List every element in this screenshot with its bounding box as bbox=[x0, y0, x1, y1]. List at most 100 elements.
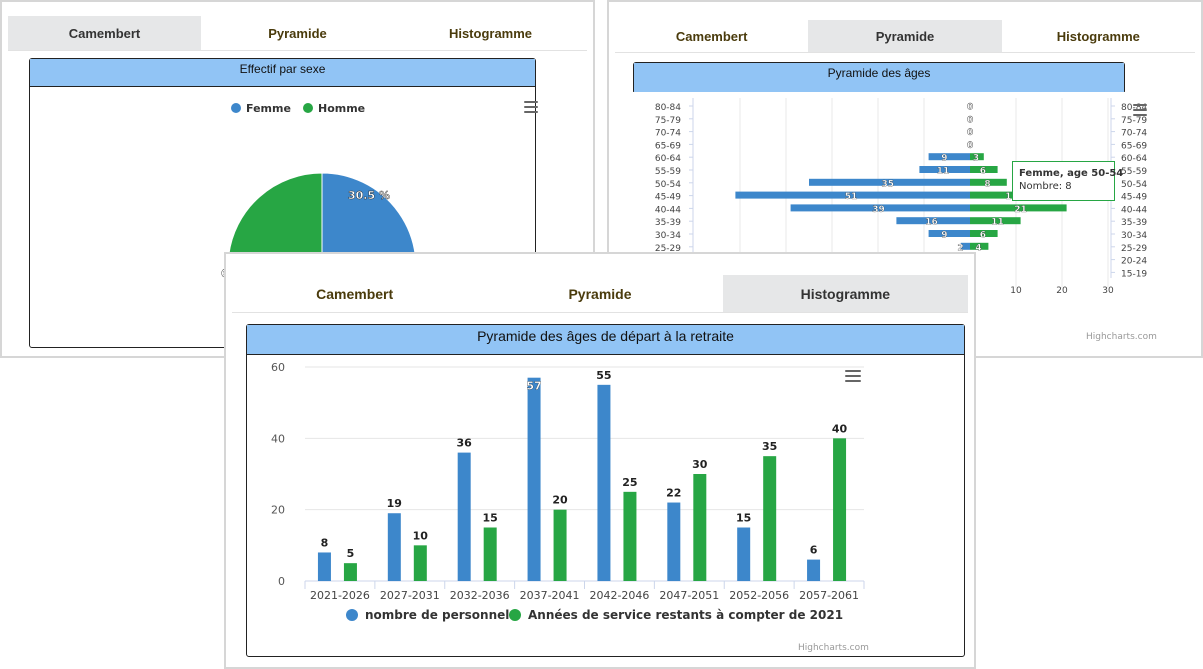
tab-camembert[interactable]: Camembert bbox=[8, 16, 201, 50]
bar-homme[interactable] bbox=[809, 178, 970, 186]
bar-nombre-personnel[interactable] bbox=[737, 527, 751, 582]
bar-homme[interactable] bbox=[896, 217, 970, 225]
x-tick-label: 2027-2031 bbox=[380, 589, 440, 602]
x-tick-label: 2021-2026 bbox=[310, 589, 370, 602]
bar-annees-service[interactable] bbox=[693, 474, 707, 581]
bar-femme[interactable] bbox=[970, 230, 998, 237]
bar-annees-service[interactable] bbox=[553, 509, 567, 581]
bar-nombre-personnel[interactable] bbox=[807, 559, 821, 581]
bar-label-homme: 39 bbox=[872, 205, 885, 215]
bar-femme[interactable] bbox=[970, 191, 1049, 199]
panel-histogramme: Camembert Pyramide Histogramme Pyramide … bbox=[224, 252, 976, 669]
panel-camembert: Camembert Pyramide Histogramme Effectif … bbox=[0, 0, 595, 358]
category-label-right: 65-69 bbox=[1121, 141, 1147, 151]
bar-homme[interactable] bbox=[735, 191, 970, 199]
bar-label-homme: 9 bbox=[941, 154, 947, 164]
bar-annees-service[interactable] bbox=[833, 438, 847, 581]
data-label: 57 bbox=[526, 380, 541, 393]
x-tick-label: 2052-2056 bbox=[729, 589, 789, 602]
bar-annees-service[interactable] bbox=[763, 456, 777, 581]
bar-label-homme: 16 bbox=[925, 218, 938, 228]
chart-menu-icon[interactable] bbox=[524, 101, 538, 113]
tab-pyramide[interactable]: Pyramide bbox=[568, 285, 632, 302]
x-tick-label: 2042-2046 bbox=[589, 589, 649, 602]
tab-histogramme[interactable]: Histogramme bbox=[722, 275, 968, 312]
bar-label-homme: 0 bbox=[967, 103, 973, 113]
bar-homme[interactable] bbox=[960, 242, 970, 250]
pyramid-chart-box: Pyramide des âges bbox=[633, 62, 1125, 94]
bar-nombre-personnel[interactable] bbox=[527, 377, 541, 581]
bar-label-homme: 0 bbox=[967, 115, 973, 125]
chart-menu-icon[interactable] bbox=[845, 370, 861, 382]
bar-femme[interactable] bbox=[970, 204, 1067, 212]
legend-item-homme[interactable]: Homme bbox=[318, 102, 365, 115]
bar-nombre-personnel[interactable] bbox=[667, 502, 681, 581]
data-label: 8 bbox=[321, 536, 329, 549]
legend-marker-femme bbox=[231, 103, 241, 113]
tab-histogramme[interactable]: Histogramme bbox=[1056, 28, 1140, 44]
bar-homme[interactable] bbox=[928, 153, 970, 161]
category-label-right: 40-44 bbox=[1121, 205, 1147, 215]
bar-femme[interactable] bbox=[970, 166, 998, 173]
category-label-right: 50-54 bbox=[1121, 180, 1147, 190]
category-label-right: 15-19 bbox=[1121, 269, 1147, 279]
bar-label-femme: 17 bbox=[1005, 192, 1018, 202]
bar-label-femme: 21 bbox=[1014, 205, 1027, 215]
data-label: 40 bbox=[832, 422, 848, 435]
legend-marker-personnel bbox=[346, 609, 358, 621]
bar-label-femme: 6 bbox=[980, 167, 986, 177]
category-label-left: 60-64 bbox=[655, 154, 681, 164]
credit: Highcharts.com bbox=[798, 643, 869, 653]
tab-camembert[interactable]: Camembert bbox=[675, 28, 748, 44]
category-label-right: 30-34 bbox=[1121, 231, 1147, 241]
bar-homme[interactable] bbox=[790, 204, 970, 212]
bar-nombre-personnel[interactable] bbox=[597, 384, 611, 581]
tab-camembert[interactable]: Camembert bbox=[316, 285, 394, 302]
legend-marker-homme bbox=[303, 103, 313, 113]
bar-annees-service[interactable] bbox=[623, 491, 637, 581]
legend-item-annees[interactable]: Années de service restants à compter de … bbox=[528, 608, 843, 622]
tooltip-value: Nombre: 8 bbox=[1019, 181, 1072, 192]
histogram-chart-box: Pyramide des âges de départ à la retrait… bbox=[246, 324, 965, 657]
bar-femme[interactable] bbox=[970, 242, 989, 250]
bar-annees-service[interactable] bbox=[483, 527, 497, 582]
tab-histogramme[interactable]: Histogramme bbox=[448, 25, 533, 41]
bar-label-homme: 11 bbox=[937, 167, 950, 177]
category-label-left: 25-29 bbox=[655, 244, 681, 254]
category-label-right: 20-24 bbox=[1121, 257, 1147, 267]
data-label: 10 bbox=[413, 529, 429, 542]
bar-label-homme: 0 bbox=[967, 128, 973, 138]
bar-nombre-personnel[interactable] bbox=[317, 552, 331, 581]
bar-homme[interactable] bbox=[919, 166, 970, 173]
pyramid-chart-title: Pyramide des âges bbox=[634, 63, 1124, 93]
bar-label-homme: 0 bbox=[967, 141, 973, 151]
data-label: 5 bbox=[347, 547, 355, 560]
category-label-left: 75-79 bbox=[655, 116, 681, 126]
bar-annees-service[interactable] bbox=[413, 545, 427, 581]
tab-pyramide[interactable]: Pyramide bbox=[808, 20, 1002, 52]
bar-femme[interactable] bbox=[970, 217, 1021, 225]
data-label: 36 bbox=[457, 437, 473, 450]
data-label: 20 bbox=[552, 494, 568, 507]
tab-pyramide[interactable]: Pyramide bbox=[268, 25, 327, 41]
pie-data-label-femme: 30.5 % bbox=[348, 189, 390, 202]
category-label-right: 25-29 bbox=[1121, 244, 1147, 254]
bar-nombre-personnel[interactable] bbox=[457, 452, 471, 581]
bar-nombre-personnel[interactable] bbox=[387, 513, 401, 581]
data-label: 19 bbox=[387, 497, 402, 510]
category-label-left: 65-69 bbox=[655, 141, 681, 151]
pie-chart-title: Effectif par sexe bbox=[30, 59, 535, 87]
category-label-right: 70-74 bbox=[1121, 129, 1147, 139]
chart-menu-icon[interactable] bbox=[1133, 104, 1147, 116]
bar-femme[interactable] bbox=[970, 178, 1007, 186]
bar-femme[interactable] bbox=[970, 153, 984, 161]
legend-item-personnel[interactable]: nombre de personnel bbox=[365, 608, 509, 622]
tooltip-title: Femme, age 50-54 bbox=[1019, 168, 1124, 179]
legend-item-femme[interactable]: Femme bbox=[246, 102, 291, 115]
x-tick-label: 2047-2051 bbox=[659, 589, 719, 602]
bar-homme[interactable] bbox=[928, 230, 970, 237]
bar-annees-service[interactable] bbox=[343, 563, 357, 581]
category-label-right: 45-49 bbox=[1121, 193, 1147, 203]
bar-label-homme: 2 bbox=[957, 243, 963, 253]
data-label: 35 bbox=[762, 440, 777, 453]
